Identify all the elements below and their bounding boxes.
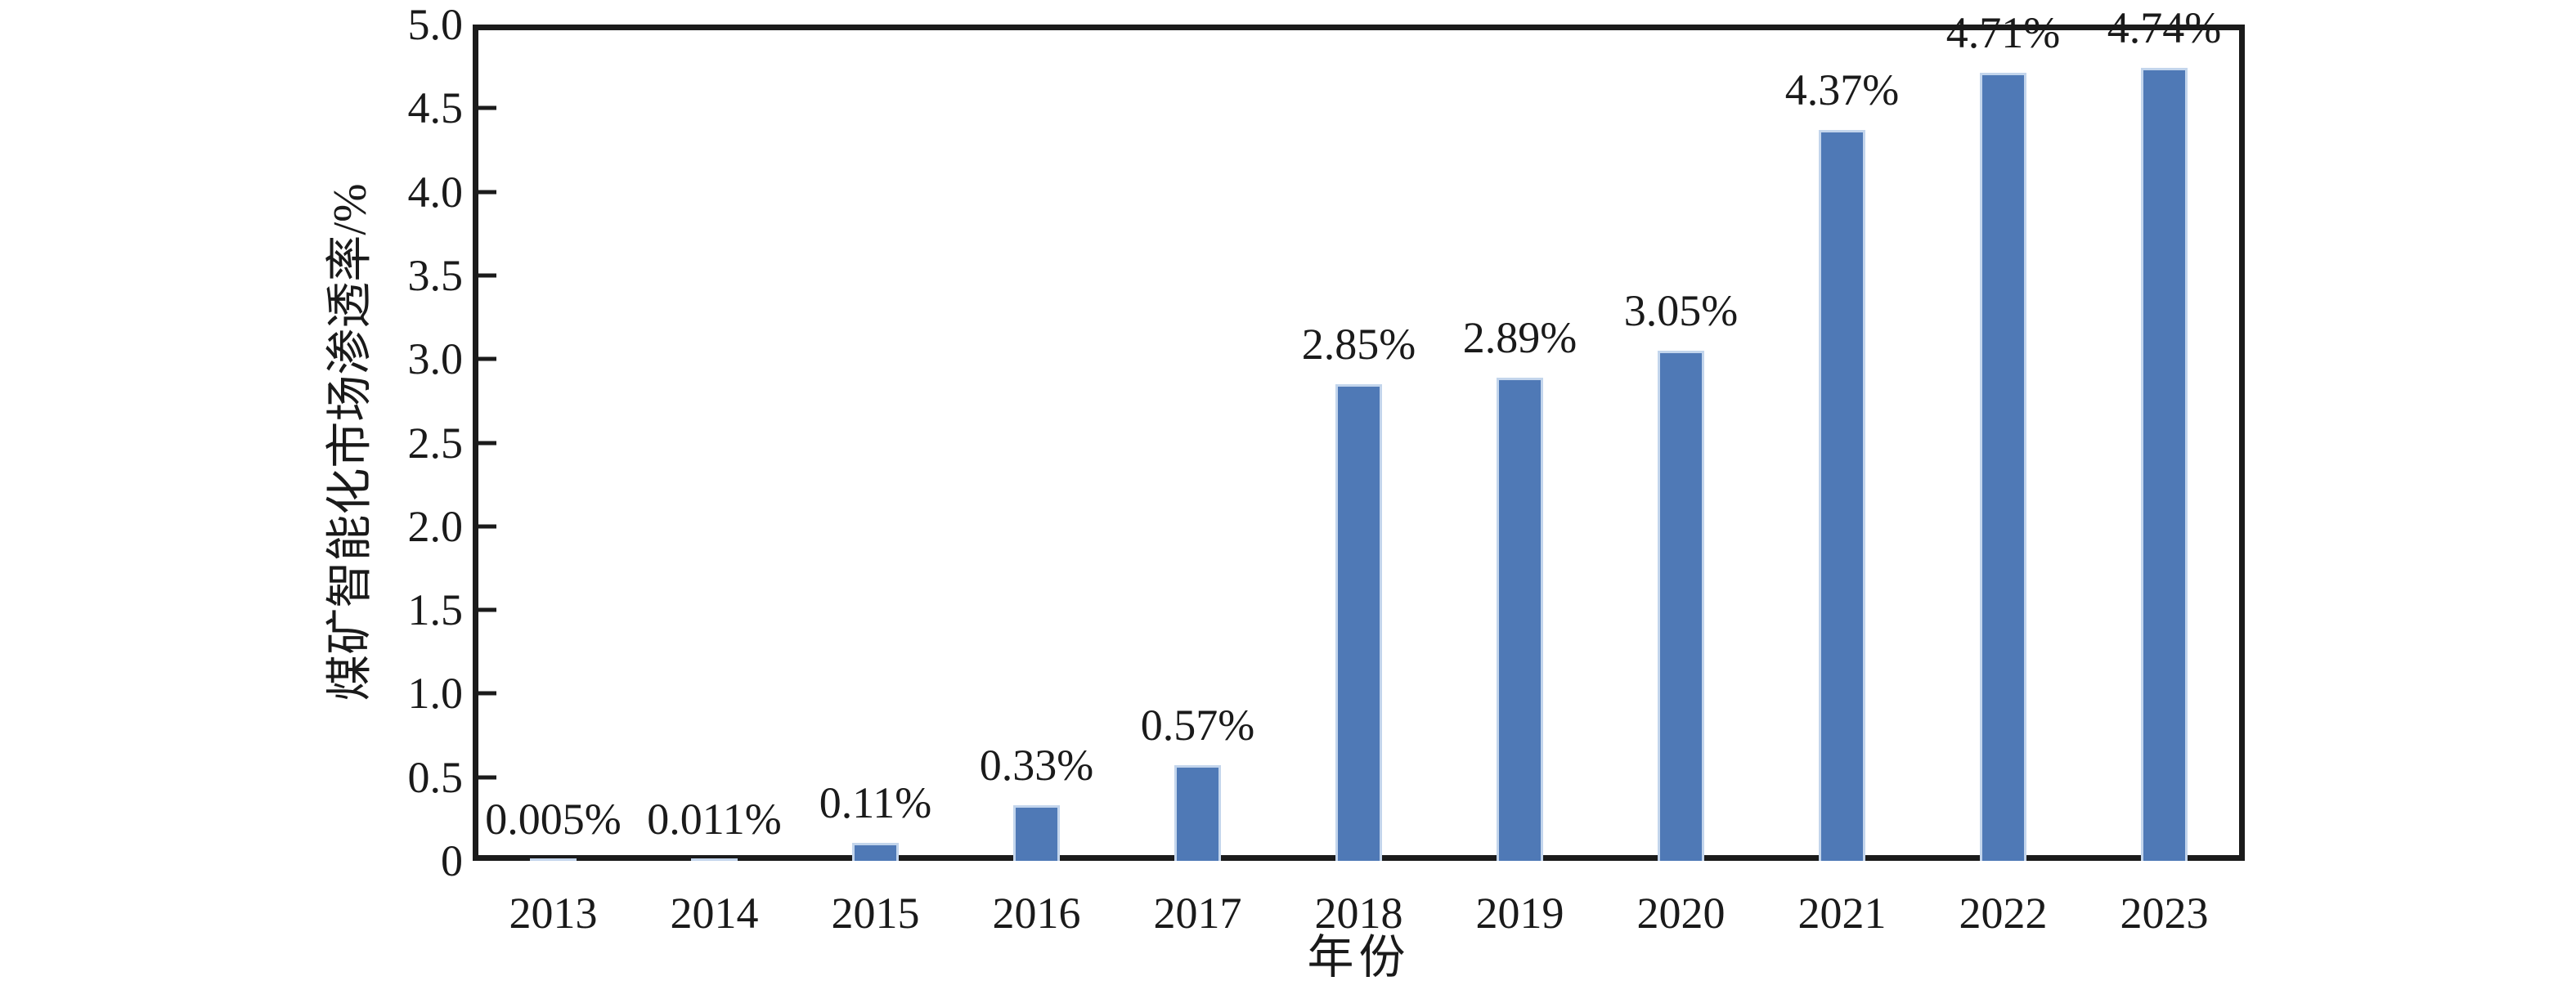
x-tick-label-2019: 2019 — [1475, 889, 1564, 938]
x-tick-label-2021: 2021 — [1797, 889, 1887, 938]
bar-2021 — [1819, 129, 1865, 861]
bar-2018 — [1335, 383, 1382, 861]
bar-2023 — [2141, 68, 2188, 861]
x-tick-label-2022: 2022 — [1959, 889, 2048, 938]
value-label-2018: 2.85% — [1301, 319, 1416, 369]
x-tick-label-2018: 2018 — [1314, 889, 1403, 938]
x-tick-label-2014: 2014 — [670, 889, 759, 938]
value-label-2021: 4.37% — [1784, 65, 1900, 114]
value-label-2022: 4.71% — [1945, 8, 2061, 58]
y-tick-label-4.5: 4.5 — [407, 83, 464, 133]
y-tick-label-0: 0 — [441, 836, 463, 885]
y-tick-mark-3.0 — [478, 356, 496, 361]
x-tick-label-2013: 2013 — [509, 889, 598, 938]
y-tick-mark-4.0 — [478, 190, 496, 195]
value-label-2015: 0.11% — [819, 777, 932, 827]
value-label-2013: 0.005% — [485, 794, 622, 844]
x-tick-label-2023: 2023 — [2120, 889, 2209, 938]
y-tick-mark-0.5 — [478, 775, 496, 780]
bar-2022 — [1980, 73, 2026, 861]
y-tick-mark-1.0 — [478, 691, 496, 696]
y-tick-label-3.5: 3.5 — [407, 250, 464, 300]
value-label-2016: 0.33% — [979, 741, 1094, 791]
bar-2020 — [1658, 350, 1704, 861]
value-label-2019: 2.89% — [1462, 312, 1577, 362]
value-label-2014: 0.011% — [647, 794, 782, 844]
x-tick-label-2017: 2017 — [1153, 889, 1242, 938]
bar-2015 — [852, 842, 899, 861]
y-tick-mark-2.0 — [478, 524, 496, 529]
value-label-2017: 0.57% — [1140, 701, 1255, 750]
y-tick-mark-1.5 — [478, 607, 496, 612]
y-tick-mark-2.5 — [478, 441, 496, 445]
y-tick-label-0.5: 0.5 — [407, 752, 464, 802]
y-tick-label-5.0: 5.0 — [407, 0, 464, 49]
x-axis-title: 年份 — [1307, 932, 1411, 983]
bar-2013 — [530, 858, 577, 861]
y-tick-label-4.0: 4.0 — [407, 167, 464, 217]
y-tick-label-1.0: 1.0 — [407, 669, 464, 719]
x-tick-label-2020: 2020 — [1636, 889, 1726, 938]
y-tick-label-3.0: 3.0 — [407, 334, 464, 384]
y-tick-label-2.5: 2.5 — [407, 418, 464, 468]
y-tick-mark-4.5 — [478, 105, 496, 110]
value-label-2023: 4.74% — [2107, 3, 2222, 53]
bar-2017 — [1174, 765, 1221, 861]
y-tick-label-1.5: 1.5 — [407, 585, 464, 635]
y-tick-mark-3.5 — [478, 273, 496, 278]
y-tick-label-2.0: 2.0 — [407, 501, 464, 551]
x-tick-label-2015: 2015 — [831, 889, 920, 938]
bar-2016 — [1013, 805, 1060, 861]
value-label-2020: 3.05% — [1623, 285, 1739, 335]
bar-2019 — [1497, 377, 1543, 861]
bar-2014 — [691, 858, 738, 861]
x-tick-label-2016: 2016 — [992, 889, 1081, 938]
